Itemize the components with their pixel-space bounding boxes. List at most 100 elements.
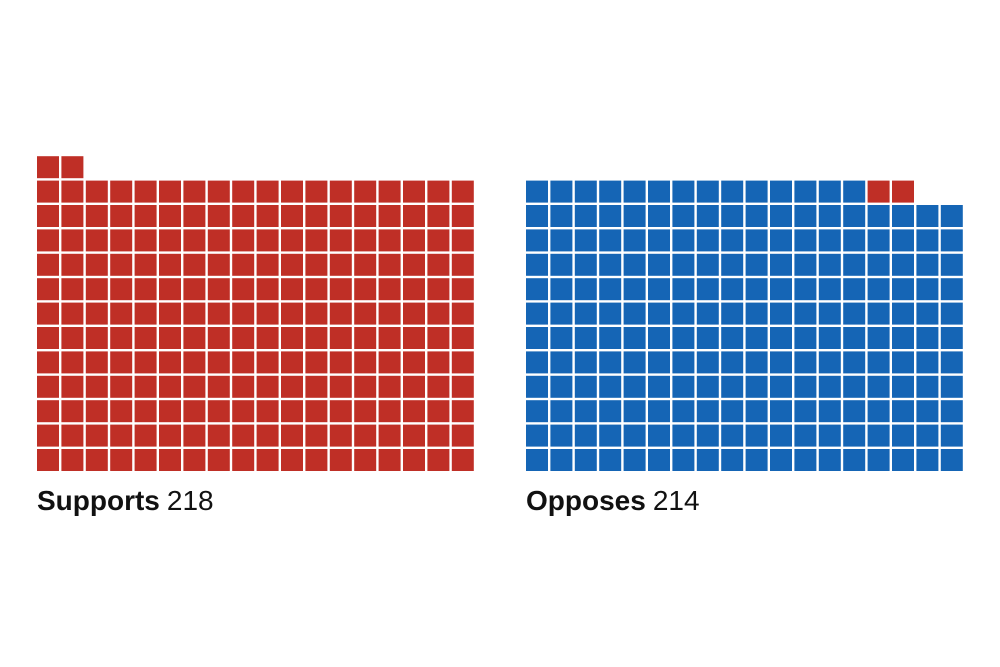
opposes-cell [526, 278, 548, 301]
opposes-cell [916, 302, 939, 325]
opposes-cell [550, 205, 573, 227]
supports-cell [85, 424, 108, 447]
supports-cell [134, 253, 157, 276]
opposes-cell [745, 253, 768, 276]
supports-cell [61, 205, 84, 227]
opposes-cell [550, 400, 573, 423]
opposes-cell [818, 278, 841, 301]
opposes-cell [623, 180, 646, 203]
opposes-cell [672, 400, 695, 423]
opposes-cell [550, 449, 573, 471]
supports-cell [378, 375, 401, 398]
supports-cell [451, 327, 474, 349]
opposes-cell [916, 253, 939, 276]
opposes-cell [599, 400, 622, 423]
supports-cell [207, 400, 230, 423]
supports-cell [378, 180, 401, 203]
opposes-cell [599, 180, 622, 203]
supports-cell [281, 253, 303, 276]
supports-cell [256, 424, 279, 447]
opposes-cell [526, 351, 548, 374]
supports-cell [61, 253, 84, 276]
opposes-cell [672, 424, 695, 447]
supports-cell [110, 375, 133, 398]
opposes-cell [818, 205, 841, 227]
supports-name: Supports [37, 485, 160, 516]
opposes-cell [672, 278, 695, 301]
supports-cell [305, 205, 328, 227]
supports-cell [159, 229, 181, 252]
opposes-cell [867, 424, 890, 447]
supports-cell [427, 375, 450, 398]
opposes-cell [940, 278, 963, 301]
opposes-cell [940, 302, 963, 325]
supports-cell [427, 449, 450, 471]
opposes-cell [892, 253, 914, 276]
opposes-cell [892, 375, 914, 398]
supports-cell [281, 375, 303, 398]
opposes-cell [794, 375, 817, 398]
opposes-name: Opposes [526, 485, 646, 516]
opposes-label: Opposes 214 [526, 484, 700, 518]
supports-cell [329, 180, 352, 203]
supports-cell [451, 375, 474, 398]
opposes-cell [843, 229, 866, 252]
opposes-cell [623, 253, 646, 276]
supports-cell [378, 278, 401, 301]
opposes-cell [721, 375, 744, 398]
supports-cell [329, 424, 352, 447]
supports-cell [256, 449, 279, 471]
opposes-cell [843, 449, 866, 471]
opposes-cell [940, 253, 963, 276]
supports-cell [305, 278, 328, 301]
opposes-cell [526, 400, 548, 423]
supports-cell [110, 351, 133, 374]
supports-cell [329, 229, 352, 252]
supports-cell [281, 351, 303, 374]
opposes-cell [892, 229, 914, 252]
opposes-cell [721, 327, 744, 349]
supports-cell [305, 351, 328, 374]
supports-cell [232, 351, 255, 374]
supports-cell [232, 278, 255, 301]
supports-cell [37, 180, 59, 203]
supports-cell [256, 302, 279, 325]
opposes-cell [696, 449, 719, 471]
supports-cell [329, 351, 352, 374]
opposes-cell [599, 424, 622, 447]
opposes-cell [843, 327, 866, 349]
supports-cell [232, 400, 255, 423]
supports-cell [159, 205, 181, 227]
supports-cell [134, 449, 157, 471]
supports-cell [403, 351, 425, 374]
supports-cell [451, 180, 474, 203]
supports-cell [232, 253, 255, 276]
supports-cell [159, 424, 181, 447]
supports-cell [329, 278, 352, 301]
supports-label: Supports 218 [37, 484, 214, 518]
opposes-cell [770, 400, 792, 423]
supports-cell [85, 400, 108, 423]
opposes-cell [745, 302, 768, 325]
opposes-cell [818, 229, 841, 252]
opposes-cell [940, 205, 963, 227]
supports-cell [61, 302, 84, 325]
opposes-cell [623, 400, 646, 423]
opposes-cell [794, 180, 817, 203]
opposes-cell [770, 327, 792, 349]
supports-cell [232, 180, 255, 203]
supports-cell [427, 205, 450, 227]
opposes-cell [818, 351, 841, 374]
supports-cell [110, 424, 133, 447]
opposes-cell [794, 400, 817, 423]
opposes-cell [623, 278, 646, 301]
opposes-cell [550, 278, 573, 301]
opposes-cell [696, 180, 719, 203]
opposes-cell [648, 278, 670, 301]
supports-cell [378, 205, 401, 227]
supports-cell [403, 400, 425, 423]
opposes-cell [892, 302, 914, 325]
opposes-cell [770, 180, 792, 203]
opposes-cell [672, 449, 695, 471]
supports-cell [378, 424, 401, 447]
